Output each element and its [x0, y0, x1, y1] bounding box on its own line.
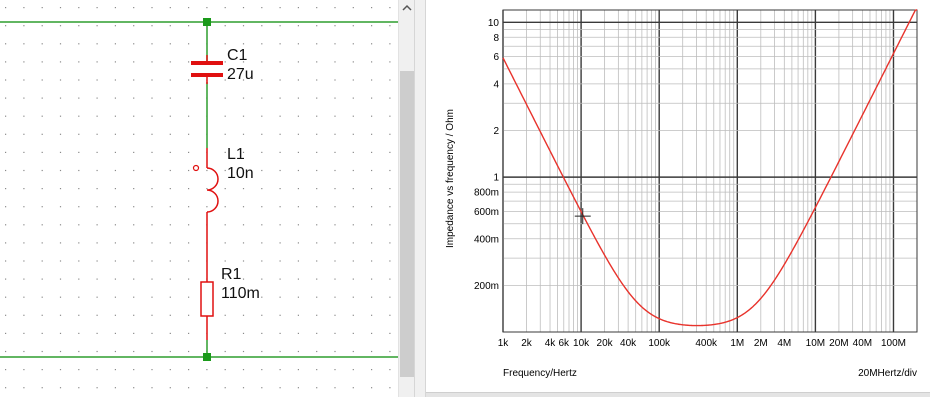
pane-splitter[interactable] [414, 0, 426, 397]
impedance-chart[interactable]: 1k 2k 4k 6k 10k 20k 40k 100k 400k 1M 2M 4M 10M 20M 40M… [426, 0, 930, 392]
junction-node-top[interactable] [203, 18, 211, 26]
vertical-scrollbar[interactable] [398, 0, 415, 397]
x-tick-label: 100M [881, 338, 906, 349]
x-tick-label: 10k [573, 338, 590, 349]
y-tick-label: 200m [474, 281, 499, 292]
r1-value-label[interactable]: 110m [221, 285, 260, 302]
scroll-thumb[interactable] [400, 71, 414, 377]
x-tick-label: 2k [521, 338, 533, 349]
cursor-marker[interactable] [574, 208, 591, 225]
chevron-up-icon [402, 4, 412, 11]
junction-node-bottom[interactable] [203, 353, 211, 361]
y-tick-label: 8 [493, 33, 499, 44]
x-tick-label: 1k [498, 338, 510, 349]
plot-border [502, 9, 918, 333]
scroll-up-button[interactable] [399, 0, 415, 16]
x-tick-labels: 1k 2k 4k 6k 10k 20k 40k 100k 400k 1M 2M 4M 10M 20M 40M… [498, 338, 906, 349]
y-tick-label: 600m [474, 207, 499, 218]
x-tick-label: 400k [695, 338, 718, 349]
l1-value-label[interactable]: 10n [227, 165, 254, 182]
l1-ref-label[interactable]: L1 [227, 146, 245, 163]
plot-status-strip [426, 392, 930, 397]
r1-ref-label[interactable]: R1 [221, 266, 242, 283]
y-tick-label: 1 [493, 173, 499, 184]
impedance-plot-pane[interactable]: 1k 2k 4k 6k 10k 20k 40k 100k 400k 1M 2M 4M 10M 20M 40M… [426, 0, 930, 392]
c1-ref-label[interactable]: C1 [227, 47, 248, 64]
impedance-curve [502, 9, 917, 327]
y-tick-label: 800m [474, 188, 499, 199]
x-tick-label: 40M [853, 338, 872, 349]
x-tick-label: 100k [648, 338, 671, 349]
inductor-l1-symbol[interactable] [192, 148, 219, 282]
x-tick-label: 1M [730, 338, 744, 349]
capacitor-c1-symbol[interactable] [191, 55, 223, 84]
x-tick-label: 4M [777, 338, 791, 349]
x-tick-label: 40k [620, 338, 637, 349]
impedance-series [502, 9, 917, 327]
y-tick-label: 10 [488, 18, 500, 29]
chart-grid [502, 9, 918, 333]
y-tick-labels: 200m 400m 600m 800m 1 2 4 6 8 10 [474, 18, 499, 292]
resistor-r1-symbol[interactable] [200, 281, 214, 340]
y-tick-label: 2 [493, 126, 499, 137]
y-tick-label: 6 [493, 52, 499, 63]
schematic-drawing[interactable] [0, 0, 398, 397]
inductor-dot-icon [192, 164, 200, 172]
x-axis-title: Frequency/Hertz [503, 368, 577, 379]
schematic-canvas[interactable]: C1 27u L1 10n R1 110m [0, 0, 398, 397]
y-tick-label: 400m [474, 234, 499, 245]
c1-value-label[interactable]: 27u [227, 66, 254, 83]
x-tick-label: 2M [754, 338, 768, 349]
y-tick-label: 4 [493, 79, 499, 90]
x-division-label: 20MHertz/div [858, 368, 917, 379]
x-tick-label: 6k [558, 338, 570, 349]
y-axis-title: Impedance vs frequency / Ohm [445, 109, 456, 248]
x-tick-label: 20k [597, 338, 614, 349]
x-tick-label: 4k [545, 338, 557, 349]
x-tick-label: 10M [806, 338, 825, 349]
x-tick-label: 20M [829, 338, 848, 349]
grid-dots [5, 7, 391, 389]
